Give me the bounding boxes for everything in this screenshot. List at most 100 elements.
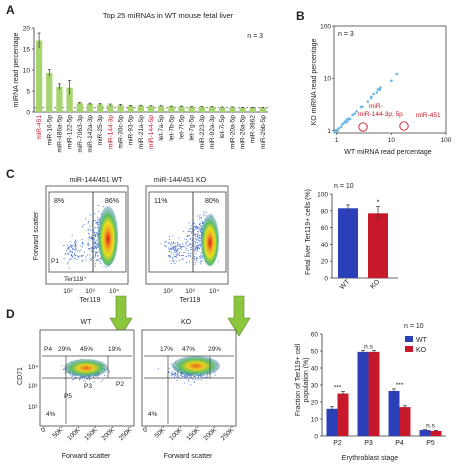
panel-b-point <box>378 88 381 92</box>
flow-event <box>201 257 203 259</box>
flow-event <box>197 226 199 228</box>
flow-event <box>168 247 170 249</box>
flow-event <box>178 237 180 239</box>
panel-a-bar <box>219 107 226 112</box>
flow-event <box>190 225 192 227</box>
panel-d-xtick-label: 50K <box>51 426 65 440</box>
flow-event <box>89 237 91 239</box>
flow-event <box>185 241 187 243</box>
flow-event <box>63 244 65 247</box>
flow-event <box>176 380 178 382</box>
flow-event <box>65 252 67 255</box>
flow-event <box>93 381 95 383</box>
flow-event <box>197 244 199 246</box>
flow-event <box>185 255 188 258</box>
flow-event <box>190 231 192 233</box>
panel-d-ytick-3: 10⁴ <box>28 364 38 371</box>
flow-event <box>199 244 201 246</box>
flow-event <box>198 218 200 220</box>
panel-b-point <box>379 86 382 89</box>
flow-event <box>200 261 202 263</box>
flow-event <box>185 262 188 264</box>
flow-event <box>61 365 63 367</box>
flow-event <box>199 231 202 233</box>
flow-event <box>171 373 174 375</box>
flow-event <box>195 236 197 238</box>
flow-event <box>109 372 111 374</box>
flow-event <box>89 379 91 381</box>
flow-event <box>180 248 182 251</box>
flow-event <box>178 376 180 378</box>
flow-event <box>194 240 196 242</box>
flow-event <box>175 247 177 249</box>
panel-d-bar-ytick-label: 20 <box>311 400 319 407</box>
flow-event <box>79 250 81 252</box>
panel-d-ko-xaxis: Forward scatter <box>164 453 213 460</box>
flow-event <box>201 217 203 219</box>
flow-event <box>195 246 197 248</box>
flow-event <box>178 243 180 245</box>
panel-a-ylabel: miRNA read percentage <box>13 33 20 108</box>
flow-event <box>200 217 202 219</box>
flow-event <box>70 251 72 253</box>
panel-b-xlabel: WT miRNA read percentage <box>344 149 432 156</box>
flow-event <box>200 376 202 378</box>
panel-c-wt-gate-label: P1 <box>51 258 59 265</box>
panel-d-bar-wt <box>326 408 338 436</box>
flow-event <box>172 259 174 261</box>
flow-event <box>76 241 78 243</box>
flow-event <box>188 378 190 380</box>
panel-d-bar-wt <box>419 430 431 436</box>
flow-event <box>94 235 96 237</box>
panel-a-category-label: let-7b-5p <box>168 115 175 141</box>
flow-event <box>194 234 197 236</box>
panel-d-wt-title: WT <box>81 319 93 326</box>
flow-event <box>196 227 198 229</box>
panel-a-bar <box>229 107 236 112</box>
panel-a-bar <box>249 107 256 112</box>
flow-event <box>188 222 190 224</box>
flow-event <box>185 247 188 249</box>
flow-event <box>73 253 75 255</box>
flow-event <box>171 375 173 377</box>
panel-d-ko-pct-p4: 17% <box>160 346 173 353</box>
panel-c-ko-tick-2: 10³ <box>185 288 195 295</box>
flow-event <box>176 244 178 246</box>
flow-event <box>87 232 89 234</box>
flow-event <box>96 252 99 254</box>
flow-event <box>190 246 192 248</box>
panel-b-xtick-label: 1 <box>335 137 339 144</box>
flow-event <box>100 380 102 382</box>
flow-event <box>194 263 196 265</box>
flow-event <box>194 242 196 244</box>
flow-event <box>189 255 192 257</box>
flow-event <box>181 245 183 247</box>
flow-event <box>168 371 170 373</box>
flow-event <box>73 378 75 381</box>
flow-event <box>88 233 90 235</box>
flow-event <box>196 242 198 244</box>
flow-event <box>74 376 76 378</box>
flow-event <box>199 256 202 258</box>
flow-event <box>188 261 190 263</box>
panel-d-bar-ko <box>368 351 380 436</box>
flow-event <box>196 245 198 248</box>
flow-event <box>95 246 97 248</box>
panel-d-ytick-1: 10² <box>28 404 38 411</box>
flow-event <box>69 250 71 252</box>
panel-d-wt-pct-p3: 45% <box>80 346 93 353</box>
flow-event <box>76 250 78 252</box>
flow-event <box>171 243 173 246</box>
flow-event <box>91 256 93 258</box>
flow-event <box>85 256 87 258</box>
panel-b-point <box>375 91 379 94</box>
panel-d-bar-wt <box>388 390 400 436</box>
panel-d-bar-ytick-label: 0 <box>314 434 318 441</box>
panel-d-bar-category: P5 <box>426 440 435 447</box>
panel-a-ytick-label: 0 <box>26 110 30 117</box>
flow-event <box>172 243 174 245</box>
flow-event <box>97 222 99 224</box>
flow-event <box>174 245 176 247</box>
panel-a-category-label: let-7f-5p <box>179 115 186 139</box>
flow-event <box>173 260 175 262</box>
